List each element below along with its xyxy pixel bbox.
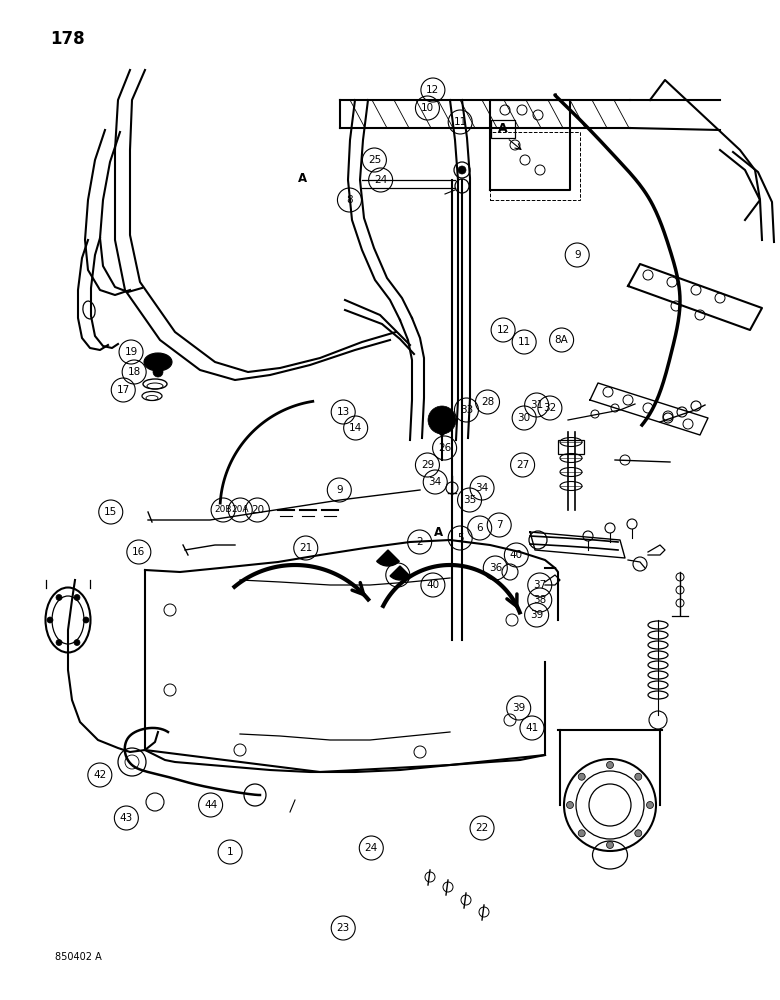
Text: A: A bbox=[498, 121, 508, 134]
Text: 27: 27 bbox=[516, 460, 529, 470]
Text: 32: 32 bbox=[544, 403, 556, 413]
Circle shape bbox=[83, 617, 89, 623]
Text: 21: 21 bbox=[300, 543, 312, 553]
Text: 23: 23 bbox=[337, 923, 349, 933]
Bar bbox=[558, 440, 584, 454]
Text: 13: 13 bbox=[337, 407, 349, 417]
Circle shape bbox=[74, 640, 80, 646]
Text: 24: 24 bbox=[365, 843, 378, 853]
Text: 18: 18 bbox=[128, 367, 140, 377]
Text: 11: 11 bbox=[518, 337, 530, 347]
Text: A: A bbox=[434, 526, 443, 538]
Text: 11: 11 bbox=[454, 117, 466, 127]
Text: 1: 1 bbox=[227, 847, 233, 857]
Circle shape bbox=[607, 762, 614, 768]
Text: 9: 9 bbox=[574, 250, 580, 260]
Bar bbox=[490, 132, 580, 200]
Text: 9: 9 bbox=[336, 485, 342, 495]
Circle shape bbox=[607, 842, 614, 848]
Text: 850402 A: 850402 A bbox=[55, 952, 101, 962]
Text: 16: 16 bbox=[133, 547, 145, 557]
Text: 43: 43 bbox=[120, 813, 133, 823]
Text: 20A: 20A bbox=[232, 506, 249, 514]
Wedge shape bbox=[390, 566, 410, 580]
Wedge shape bbox=[377, 550, 399, 566]
Circle shape bbox=[578, 773, 585, 780]
Text: 38: 38 bbox=[534, 595, 546, 605]
Text: 35: 35 bbox=[463, 495, 476, 505]
Circle shape bbox=[578, 830, 585, 837]
Circle shape bbox=[56, 640, 62, 646]
Bar bbox=[491, 120, 515, 138]
Text: 44: 44 bbox=[204, 800, 217, 810]
Text: 40: 40 bbox=[427, 580, 439, 590]
Text: 15: 15 bbox=[105, 507, 117, 517]
Text: 5: 5 bbox=[457, 533, 463, 543]
Text: 7: 7 bbox=[496, 520, 502, 530]
Text: 17: 17 bbox=[117, 385, 129, 395]
Text: 37: 37 bbox=[534, 580, 546, 590]
Text: 39: 39 bbox=[512, 703, 525, 713]
Circle shape bbox=[47, 617, 53, 623]
Text: 19: 19 bbox=[125, 347, 137, 357]
Text: 42: 42 bbox=[94, 770, 106, 780]
Text: 40: 40 bbox=[510, 550, 523, 560]
Text: 33: 33 bbox=[460, 405, 473, 415]
Text: 20: 20 bbox=[251, 505, 264, 515]
Text: 25: 25 bbox=[368, 155, 381, 165]
Circle shape bbox=[566, 802, 573, 808]
Text: 34: 34 bbox=[429, 477, 441, 487]
Text: 29: 29 bbox=[421, 460, 434, 470]
Text: 36: 36 bbox=[489, 563, 502, 573]
Circle shape bbox=[635, 830, 642, 837]
Text: 6: 6 bbox=[477, 523, 483, 533]
Circle shape bbox=[153, 367, 163, 377]
Text: 31: 31 bbox=[530, 400, 543, 410]
Text: 30: 30 bbox=[518, 413, 530, 423]
Circle shape bbox=[74, 594, 80, 600]
Text: 4: 4 bbox=[395, 570, 401, 580]
Text: 10: 10 bbox=[421, 103, 434, 113]
Circle shape bbox=[458, 166, 466, 174]
Text: 2: 2 bbox=[417, 537, 423, 547]
Circle shape bbox=[635, 773, 642, 780]
Ellipse shape bbox=[144, 353, 172, 371]
Text: 34: 34 bbox=[476, 483, 488, 493]
Text: 20B: 20B bbox=[215, 506, 232, 514]
Text: 8A: 8A bbox=[555, 335, 569, 345]
Text: A: A bbox=[298, 172, 307, 184]
Text: 8: 8 bbox=[346, 195, 353, 205]
Text: 12: 12 bbox=[427, 85, 439, 95]
Circle shape bbox=[428, 406, 456, 434]
Text: 178: 178 bbox=[50, 30, 84, 48]
Circle shape bbox=[647, 802, 654, 808]
Text: 41: 41 bbox=[526, 723, 538, 733]
Text: 26: 26 bbox=[438, 443, 451, 453]
Text: 22: 22 bbox=[476, 823, 488, 833]
Text: 24: 24 bbox=[374, 175, 387, 185]
Circle shape bbox=[56, 594, 62, 600]
Text: 39: 39 bbox=[530, 610, 543, 620]
Text: 28: 28 bbox=[481, 397, 494, 407]
Text: 12: 12 bbox=[497, 325, 509, 335]
Text: 14: 14 bbox=[349, 423, 362, 433]
